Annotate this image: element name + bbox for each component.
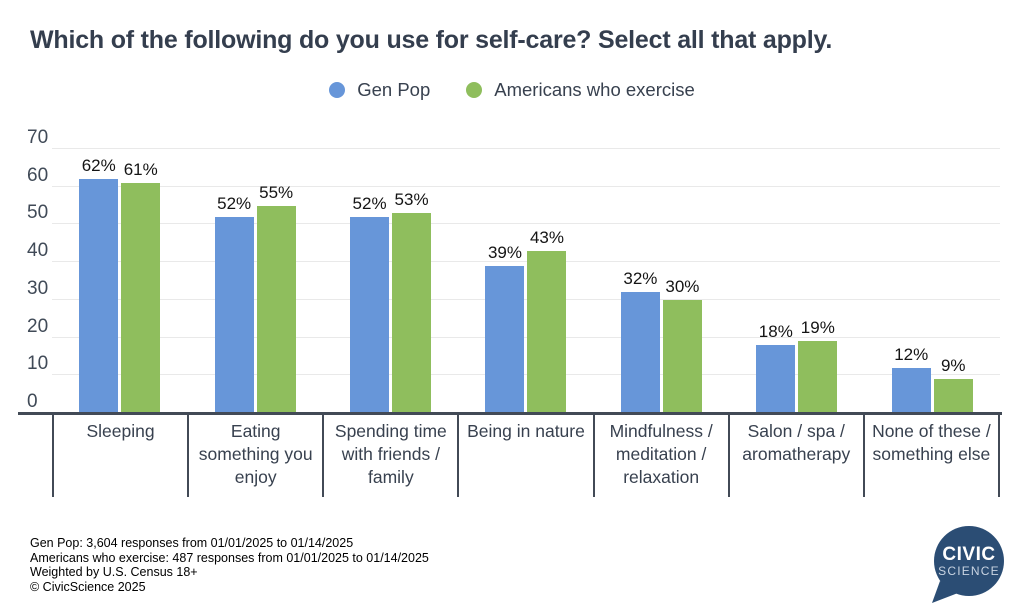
bar-gen-pop: 32% bbox=[620, 269, 660, 413]
value-label: 18% bbox=[758, 322, 793, 342]
logo-bubble bbox=[934, 526, 1004, 596]
bar-group: 52% 55% bbox=[187, 149, 322, 413]
x-category-label: Sleeping bbox=[52, 415, 187, 497]
footnotes: Gen Pop: 3,604 responses from 01/01/2025… bbox=[30, 536, 429, 594]
value-label: 55% bbox=[259, 182, 294, 202]
footnote-copyright: © CivicScience 2025 bbox=[30, 579, 146, 594]
bar-gen-pop: 62% bbox=[79, 156, 119, 413]
plot-area bbox=[52, 148, 1000, 413]
gridline bbox=[52, 185, 1000, 187]
x-category-label: Spending time with friends / family bbox=[322, 415, 457, 497]
gridline bbox=[52, 223, 1000, 225]
bar-americans-who-exercise: 19% bbox=[798, 318, 838, 413]
legend-swatch-icon bbox=[329, 82, 346, 98]
bar-gen-pop: 39% bbox=[485, 243, 525, 413]
legend-item: Gen Pop bbox=[329, 79, 430, 101]
value-label: 19% bbox=[800, 318, 835, 338]
value-label: 52% bbox=[217, 193, 252, 213]
gridline bbox=[52, 148, 1000, 149]
x-category-label: Eating something you enjoy bbox=[187, 415, 322, 497]
y-tick-label: 40 bbox=[27, 240, 49, 262]
x-category-label: Mindfulness / meditation / relaxation bbox=[592, 415, 728, 497]
bar-groups: 62% 61% 52% 55% 52% 53% 39% 43% 32% 30% 18% 19% 12% 9… bbox=[52, 149, 1000, 413]
y-axis: 0 10 20 30 40 50 60 70 bbox=[27, 128, 69, 413]
value-label: 43% bbox=[529, 227, 564, 247]
bar-americans-who-exercise: 55% bbox=[256, 183, 296, 413]
value-label: 39% bbox=[487, 242, 522, 262]
y-tick-label: 60 bbox=[27, 164, 49, 186]
bar-group: 18% 19% bbox=[729, 149, 864, 413]
bar-group: 52% 53% bbox=[323, 149, 458, 413]
legend: Gen Pop Americans who exercise bbox=[0, 79, 1024, 101]
footnote-weighting: Weighted by U.S. Census 18+ bbox=[30, 565, 198, 579]
y-tick-label: 10 bbox=[27, 353, 49, 375]
x-axis-line bbox=[18, 412, 1002, 415]
chart-title: Which of the following do you use for se… bbox=[30, 26, 833, 54]
bar-group: 32% 30% bbox=[594, 149, 729, 413]
bar-americans-who-exercise: 61% bbox=[121, 160, 161, 413]
legend-label: Americans who exercise bbox=[494, 79, 695, 100]
footnote-exercisers: Americans who exercise: 487 responses fr… bbox=[30, 550, 429, 565]
x-category-label: Being in nature bbox=[457, 415, 592, 497]
gridline bbox=[52, 374, 1000, 376]
x-category-label: None of these / something else bbox=[862, 415, 1000, 497]
logo-text-civic: CIVIC bbox=[942, 544, 995, 565]
value-label: 12% bbox=[894, 344, 929, 364]
footnote-gen-pop: Gen Pop: 3,604 responses from 01/01/2025… bbox=[30, 536, 354, 550]
value-label: 61% bbox=[123, 159, 158, 179]
logo-speech-tail bbox=[932, 581, 958, 603]
legend-item: Americans who exercise bbox=[466, 79, 695, 101]
bar-gen-pop: 52% bbox=[214, 194, 254, 413]
bar-gen-pop: 52% bbox=[350, 194, 390, 413]
bar-americans-who-exercise: 53% bbox=[392, 190, 432, 413]
y-tick-label: 0 bbox=[27, 391, 38, 412]
y-tick-label: 70 bbox=[27, 127, 49, 148]
civicscience-logo: CIVIC SCIENCE bbox=[932, 526, 1004, 603]
gridline bbox=[52, 261, 1000, 263]
legend-swatch-icon bbox=[466, 82, 483, 98]
value-label: 52% bbox=[352, 193, 387, 213]
legend-label: Gen Pop bbox=[357, 79, 431, 100]
value-label: 62% bbox=[81, 156, 116, 176]
y-tick-label: 30 bbox=[27, 277, 49, 299]
value-label: 30% bbox=[665, 276, 700, 296]
bar-gen-pop: 12% bbox=[891, 345, 931, 413]
gridline bbox=[52, 336, 1000, 338]
bar-americans-who-exercise: 9% bbox=[933, 356, 973, 413]
value-label: 32% bbox=[623, 269, 658, 289]
value-label: 9% bbox=[940, 356, 966, 376]
bar-americans-who-exercise: 43% bbox=[527, 228, 567, 413]
bar-gen-pop: 18% bbox=[756, 322, 796, 413]
bar-group: 39% 43% bbox=[458, 149, 593, 413]
bar-americans-who-exercise: 30% bbox=[662, 277, 702, 413]
x-axis-labels: Sleeping Eating something you enjoy Spendi… bbox=[52, 415, 1000, 497]
logo-text-science: SCIENCE bbox=[938, 564, 1000, 578]
y-tick-label: 50 bbox=[27, 202, 49, 224]
gridline bbox=[52, 298, 1000, 300]
x-category-label: Salon / spa / aromatherapy bbox=[727, 415, 863, 497]
bar-group: 12% 9% bbox=[865, 149, 1000, 413]
y-tick-label: 20 bbox=[27, 315, 49, 337]
value-label: 53% bbox=[394, 190, 429, 210]
bar-group: 62% 61% bbox=[52, 149, 187, 413]
